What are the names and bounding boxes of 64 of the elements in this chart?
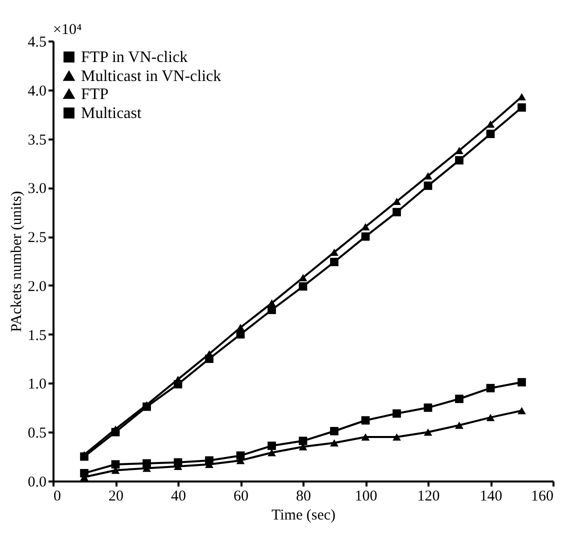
point (392, 433, 401, 441)
point (455, 394, 464, 404)
y-tick-label: 1.5 (28, 328, 46, 344)
y-tick-label: 4.0 (28, 83, 46, 100)
x-tick-label: 80 (296, 488, 311, 504)
point (518, 406, 526, 414)
y-tick-label: 2.5 (28, 230, 46, 246)
x-tick-label: 40 (171, 488, 186, 504)
legend-label: FTP in VN-click (81, 49, 188, 66)
x-tick-label: 60 (234, 488, 248, 504)
point (205, 456, 214, 465)
point (455, 156, 464, 164)
point (80, 468, 88, 478)
y-tick-label: 4.5 (28, 34, 46, 50)
y-axis-title: PAckets number (units) (8, 190, 25, 332)
point (268, 299, 276, 307)
y-tick-label: 1.0 (28, 376, 46, 393)
x-tick-label: 0 (54, 488, 61, 504)
point (392, 198, 401, 205)
x-axis-title: Time (sec) (271, 508, 336, 524)
legend-label: Multicast in VN-click (81, 68, 222, 85)
y-tick-label: 0.0 (28, 474, 46, 490)
point (424, 428, 432, 436)
point (518, 378, 526, 386)
point (392, 409, 401, 418)
point (111, 460, 120, 469)
x-tick-label: 100 (354, 488, 378, 504)
point (455, 146, 464, 154)
point (236, 451, 245, 460)
y-tick-label: 3.0 (28, 181, 46, 198)
point (268, 442, 276, 450)
y-tick-label: 3.5 (28, 132, 46, 148)
point (80, 450, 88, 458)
point (361, 416, 370, 425)
point (424, 182, 432, 190)
y-tick-label: 0.5 (28, 426, 46, 442)
legend-label: FTP (81, 86, 109, 103)
x-tick-label: 160 (531, 488, 554, 504)
point (455, 422, 464, 429)
point (424, 403, 432, 412)
x-tick-label: 140 (480, 488, 502, 504)
point (142, 459, 151, 468)
y-tick-label: 2.0 (28, 278, 46, 295)
point (174, 458, 182, 467)
point (518, 103, 526, 112)
point (298, 274, 308, 282)
point (268, 449, 276, 456)
x-tick-label: 20 (108, 488, 124, 504)
point (330, 439, 338, 446)
point (330, 426, 338, 436)
point (486, 414, 495, 422)
point (518, 93, 526, 100)
legend-label: Multicast (81, 105, 142, 122)
point (330, 258, 338, 266)
point (361, 433, 370, 441)
point (298, 282, 308, 291)
point (330, 248, 338, 256)
point (298, 436, 308, 446)
text: ×10⁴ (53, 22, 82, 38)
point (361, 232, 370, 241)
x-tick-label: 120 (417, 488, 440, 504)
point (486, 130, 495, 138)
point (392, 208, 401, 216)
point (486, 384, 495, 392)
